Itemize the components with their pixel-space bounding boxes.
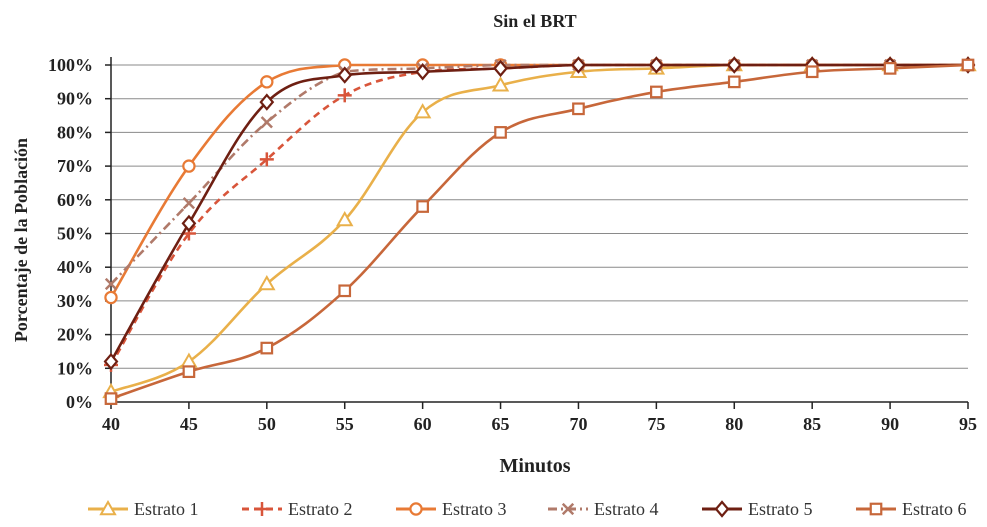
diamond-marker — [259, 93, 275, 111]
square-marker — [572, 102, 585, 116]
series-line — [110, 63, 968, 394]
x-marker — [182, 197, 196, 210]
legend: Estrato 1 Estrato 2 Estrato 3 Estrato 4 Estr… — [88, 499, 967, 519]
axes: 0% 10% 20% 30% 40% 50% 60% 70% 80% 90% 100% 40 45 50 5… — [48, 55, 977, 434]
chart-title: Sin el BRT — [493, 11, 576, 31]
circle-marker — [260, 75, 274, 89]
diamond-marker — [726, 56, 742, 74]
legend-item: Estrato 5 — [702, 499, 813, 519]
series-line — [110, 63, 969, 400]
legend-label: Estrato 6 — [902, 499, 967, 519]
x-marker — [260, 116, 273, 129]
y-tick-label: 90% — [57, 89, 93, 109]
plus-marker — [255, 502, 269, 516]
square-marker — [182, 365, 196, 379]
circle-marker — [409, 502, 423, 516]
legend-label: Estrato 1 — [134, 499, 199, 519]
x-tick-label: 75 — [647, 414, 665, 434]
x-tick-label: 65 — [492, 414, 510, 434]
x-tick-label: 85 — [803, 414, 821, 434]
y-tick-label: 10% — [57, 358, 93, 378]
y-tick-label: 100% — [48, 55, 93, 75]
square-marker — [260, 341, 274, 355]
legend-item: Estrato 2 — [242, 499, 353, 519]
x-marker — [561, 502, 575, 516]
legend-item: Estrato 6 — [856, 499, 967, 519]
y-axis-title: Porcentaje de la Población — [11, 138, 31, 342]
legend-item: Estrato 1 — [88, 499, 199, 519]
square-marker — [338, 284, 352, 298]
circle-marker — [104, 290, 118, 305]
x-tick-label: 50 — [258, 414, 276, 434]
series-estrato-6 — [104, 58, 975, 405]
x-tick-label: 95 — [959, 414, 977, 434]
y-tick-label: 30% — [57, 291, 93, 311]
square-marker — [883, 62, 897, 75]
x-tick-label: 80 — [725, 414, 743, 434]
square-marker — [805, 65, 819, 79]
plus-marker — [259, 152, 274, 167]
legend-label: Estrato 3 — [442, 499, 507, 519]
legend-item: Estrato 3 — [396, 499, 507, 519]
diamond-marker — [181, 214, 197, 233]
series-estrato-4 — [104, 58, 975, 291]
series-estrato-3 — [104, 58, 975, 305]
x-tick-label: 45 — [180, 414, 198, 434]
legend-label: Estrato 2 — [288, 499, 353, 519]
diamond-marker — [571, 56, 586, 74]
triangle-marker — [336, 211, 354, 227]
triangle-marker — [258, 275, 276, 291]
x-tick-label: 40 — [102, 414, 120, 434]
square-marker — [727, 75, 741, 89]
x-marker — [104, 277, 118, 291]
legend-label: Estrato 4 — [594, 499, 659, 519]
y-tick-label: 0% — [66, 392, 93, 412]
series-estrato-5 — [103, 56, 976, 371]
series-line — [109, 63, 968, 366]
y-tick-label: 60% — [57, 190, 93, 210]
square-marker — [650, 85, 663, 99]
series-line — [109, 63, 968, 363]
gridlines — [111, 64, 968, 369]
legend-label: Estrato 5 — [748, 499, 813, 519]
diamond-marker — [103, 352, 119, 371]
plus-marker — [337, 88, 352, 103]
x-tick-label: 70 — [569, 414, 587, 434]
y-tick-label: 40% — [57, 257, 93, 277]
y-tick-label: 50% — [57, 224, 93, 244]
square-marker — [961, 58, 975, 72]
x-tick-label: 60 — [414, 414, 432, 434]
diamond-marker — [714, 500, 730, 518]
square-marker — [869, 502, 883, 516]
triangle-marker — [99, 499, 117, 516]
diamond-marker — [648, 56, 664, 74]
square-marker — [416, 200, 429, 213]
diamond-marker — [415, 63, 431, 81]
series-line — [110, 63, 968, 285]
x-tick-label: 90 — [881, 414, 899, 434]
square-marker — [104, 392, 118, 405]
y-tick-label: 80% — [57, 122, 93, 142]
x-tick-label: 55 — [336, 414, 354, 434]
x-axis-title: Minutos — [499, 455, 570, 477]
diamond-marker — [493, 59, 508, 78]
square-marker — [494, 126, 507, 139]
y-tick-label: 70% — [57, 156, 93, 176]
series-lines — [102, 55, 977, 405]
triangle-marker — [491, 76, 510, 92]
series-line — [109, 63, 968, 299]
diamond-marker — [337, 66, 353, 84]
triangle-marker — [413, 103, 432, 119]
series-estrato-2 — [104, 58, 975, 372]
y-tick-label: 20% — [57, 325, 93, 345]
circle-marker — [182, 159, 196, 173]
legend-item: Estrato 4 — [548, 499, 659, 519]
